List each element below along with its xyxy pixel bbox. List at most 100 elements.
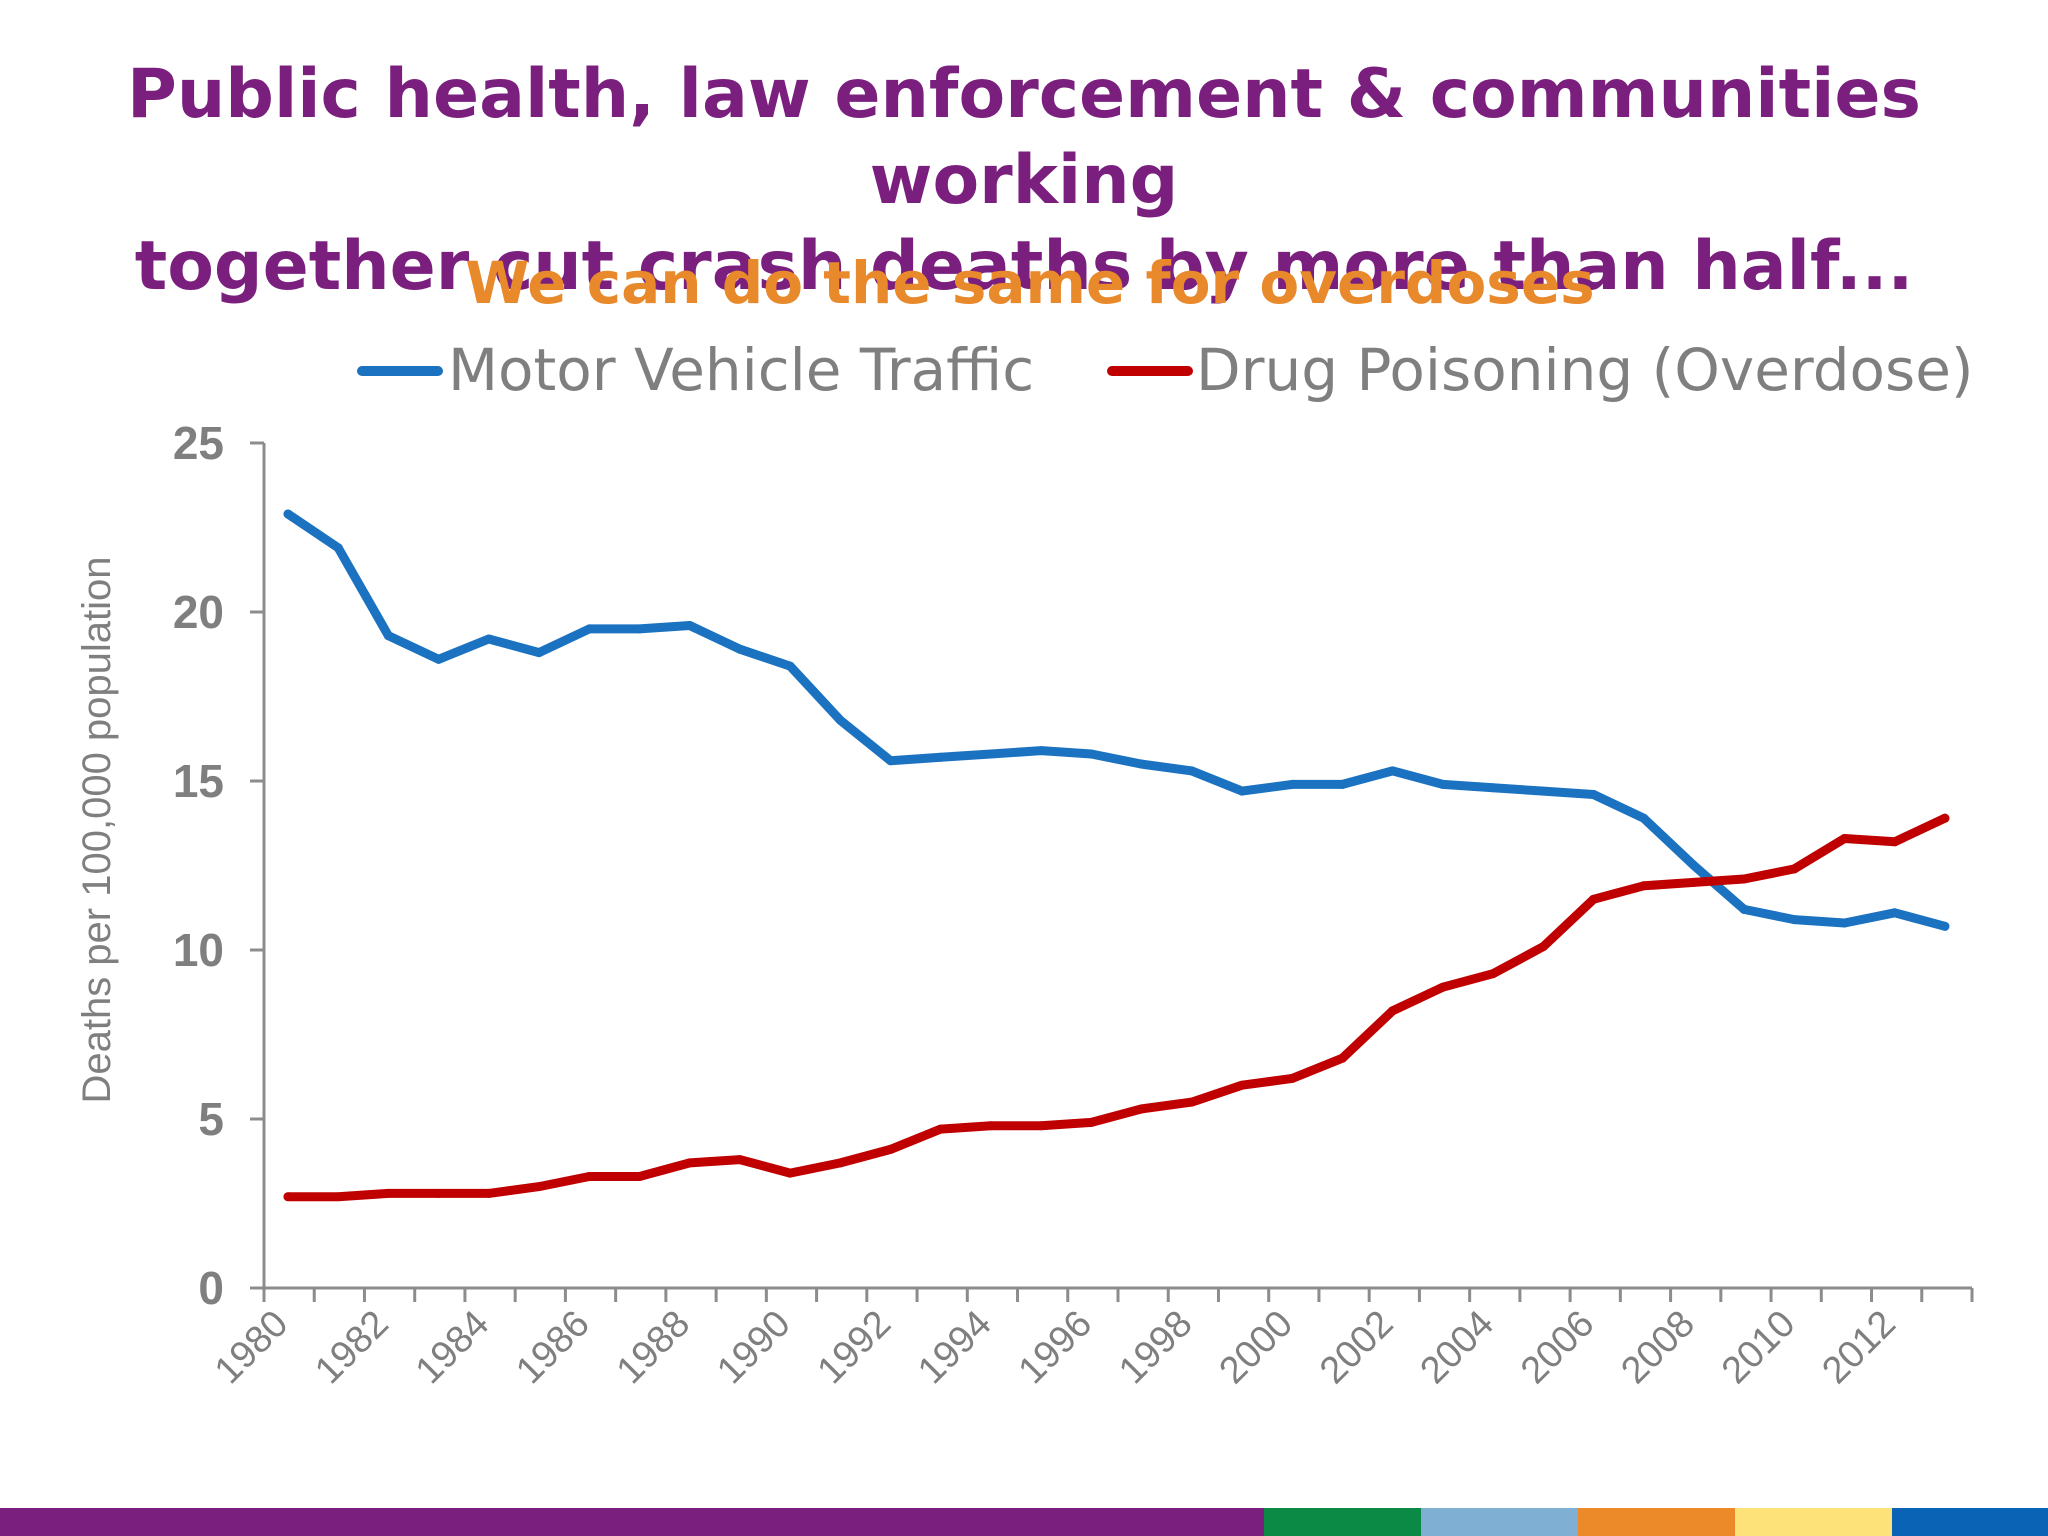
x-tick-label: 1986: [508, 1303, 597, 1392]
data-point: [1488, 783, 1498, 793]
y-tick-label: 5: [198, 1093, 224, 1145]
data-point: [1036, 746, 1046, 756]
data-point: [1739, 874, 1749, 884]
series-line: [283, 813, 1950, 1202]
data-point: [1388, 766, 1398, 776]
data-point: [1538, 786, 1548, 796]
data-point: [1388, 1006, 1398, 1016]
data-point: [785, 661, 795, 671]
data-point: [1840, 918, 1849, 928]
data-point: [1187, 1097, 1197, 1107]
data-point: [1840, 834, 1849, 843]
data-point: [986, 1121, 996, 1131]
data-point: [785, 1168, 795, 1178]
data-point: [1589, 790, 1598, 799]
data-point: [1337, 1053, 1347, 1063]
legend-label: Motor Vehicle Traffic: [448, 336, 1034, 404]
data-point: [936, 1124, 946, 1134]
data-point: [584, 1172, 594, 1181]
footer-color-segment: [1264, 1508, 1421, 1536]
data-point: [283, 1192, 293, 1202]
data-point: [835, 715, 845, 725]
data-point: [434, 1188, 444, 1198]
data-point: [886, 1144, 895, 1154]
data-point: [434, 654, 444, 664]
x-tick-label: 2008: [1613, 1303, 1702, 1392]
data-point: [1789, 915, 1799, 925]
x-tick-label: 1982: [307, 1303, 396, 1392]
data-point: [1639, 881, 1649, 891]
slide-title-line-2: together cut crash deaths by more than h…: [134, 227, 1914, 306]
data-point: [484, 634, 494, 644]
x-tick-label: 1988: [609, 1303, 698, 1392]
data-point: [635, 1172, 644, 1181]
x-tick-label: 2010: [1714, 1303, 1803, 1392]
footer-color-segment: [1421, 1508, 1578, 1536]
slide-subtitle: We can do the same for overdoses: [465, 249, 1595, 317]
data-point: [635, 624, 644, 634]
y-tick-label: 0: [198, 1262, 224, 1314]
data-point: [1890, 908, 1900, 918]
footer-color-segment: [1892, 1508, 2048, 1536]
slide-title-line-1: Public health, law enforcement & communi…: [127, 55, 1921, 220]
data-point: [1237, 786, 1247, 796]
x-tick-label: 2002: [1312, 1303, 1401, 1392]
data-point: [1137, 1104, 1147, 1114]
data-point: [685, 621, 695, 630]
footer-color-segment: [1578, 1508, 1735, 1536]
x-tick-label: 1990: [709, 1303, 798, 1392]
data-point: [1789, 864, 1799, 874]
line-chart: Motor Vehicle Traffic Drug Poisoning (Ove…: [75, 336, 1974, 1392]
data-point: [1036, 1121, 1046, 1131]
data-point: [735, 1155, 745, 1165]
data-point: [584, 624, 594, 634]
chart-legend: Motor Vehicle Traffic Drug Poisoning (Ove…: [357, 336, 1974, 404]
data-point: [1940, 921, 1950, 931]
data-point: [1438, 982, 1448, 992]
data-point: [1287, 779, 1297, 789]
data-point: [534, 1182, 544, 1192]
data-point: [1137, 759, 1147, 769]
data-point: [383, 1188, 393, 1198]
data-point: [484, 1188, 494, 1198]
series-line: [283, 509, 1950, 931]
slide-title: Public health, law enforcement & communi…: [0, 52, 2048, 310]
y-tick-label: 25: [173, 417, 224, 469]
data-point: [1639, 813, 1649, 823]
x-tick-label: 1994: [910, 1303, 999, 1392]
x-tick-label: 2012: [1814, 1303, 1903, 1392]
x-tick-label: 1996: [1011, 1303, 1100, 1392]
data-point: [333, 1192, 343, 1202]
data-point: [1086, 1117, 1096, 1127]
data-point: [835, 1158, 845, 1168]
data-point: [1488, 969, 1498, 979]
data-point: [886, 756, 895, 766]
x-tick-label: 1992: [810, 1303, 899, 1392]
x-tick-label: 1984: [408, 1303, 497, 1392]
data-point: [1287, 1073, 1297, 1083]
data-point: [986, 749, 996, 759]
data-point: [685, 1158, 695, 1168]
data-point: [1689, 861, 1699, 870]
data-point: [936, 752, 946, 762]
y-tick-label: 10: [173, 924, 224, 976]
data-point: [1689, 877, 1699, 887]
x-tick-label: 1998: [1111, 1303, 1200, 1392]
y-tick-label: 15: [173, 755, 224, 807]
data-point: [1438, 779, 1448, 789]
y-tick-label: 20: [173, 586, 224, 638]
data-point: [283, 509, 293, 519]
data-point: [1187, 766, 1197, 776]
x-tick-label: 2000: [1212, 1303, 1301, 1392]
legend-label: Drug Poisoning (Overdose): [1196, 336, 1974, 404]
data-point: [383, 631, 393, 641]
footer-color-segment: [1735, 1508, 1892, 1536]
data-point: [333, 543, 343, 553]
footer-color-bar: [0, 1508, 2048, 1536]
data-point: [735, 644, 745, 654]
data-point: [1940, 813, 1950, 823]
data-point: [1337, 779, 1347, 789]
data-point: [1237, 1080, 1247, 1090]
x-tick-label: 1980: [207, 1303, 296, 1392]
